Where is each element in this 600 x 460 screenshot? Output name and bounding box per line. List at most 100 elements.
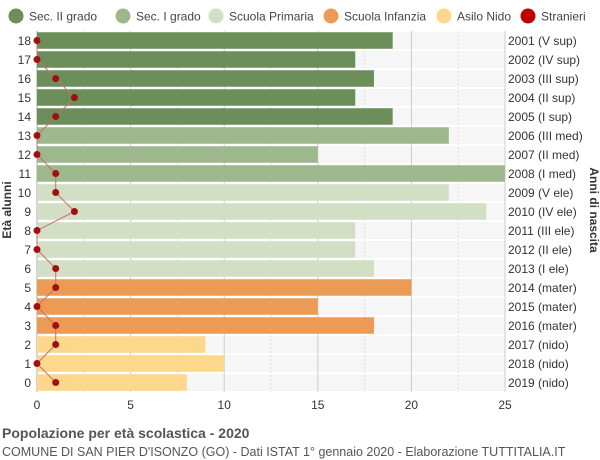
stranieri-series	[33, 37, 78, 386]
age-tick-label: 9	[24, 205, 31, 219]
legend-label: Scuola Primaria	[229, 10, 314, 24]
bar	[37, 317, 374, 334]
chart-subtitle: COMUNE DI SAN PIER D'ISONZO (GO) - Dati …	[2, 445, 566, 459]
stranieri-point	[33, 303, 41, 310]
stranieri-point	[52, 170, 60, 177]
stranieri-point	[52, 379, 60, 386]
bar	[37, 260, 374, 277]
bar	[37, 165, 505, 182]
stranieri-point	[33, 132, 41, 139]
legend-swatch	[520, 8, 536, 24]
stranieri-point	[52, 284, 60, 291]
legend-item: Asilo Nido	[436, 8, 511, 24]
year-tick-label: 2006 (III med)	[508, 129, 583, 143]
bars	[37, 32, 505, 391]
bar	[37, 222, 356, 239]
x-tick-label: 15	[311, 398, 325, 412]
y-axis-label-right: Anni di nascita	[587, 167, 600, 253]
legend-swatch	[436, 8, 452, 24]
stranieri-point	[52, 322, 60, 329]
legend-label: Sec. I grado	[136, 10, 201, 24]
year-tick-label: 2014 (mater)	[508, 281, 577, 295]
bar	[37, 241, 356, 258]
y-axis-label-left: Età alunni	[0, 181, 14, 238]
legend: Sec. II grado Sec. I grado Scuola Primaria…	[8, 8, 586, 24]
legend-swatch	[8, 8, 24, 24]
bar	[37, 70, 374, 87]
bar	[37, 336, 206, 353]
year-tick-label: 2009 (V ele)	[508, 186, 573, 200]
year-tick-label: 2003 (III sup)	[508, 72, 579, 86]
age-tick-label: 14	[18, 110, 32, 124]
bar	[37, 146, 318, 163]
year-tick-label: 2018 (nido)	[508, 357, 569, 371]
x-tick-label: 20	[405, 398, 419, 412]
bar	[37, 89, 356, 106]
age-tick-label: 17	[18, 53, 32, 67]
age-tick-label: 0	[24, 376, 31, 390]
stranieri-point	[52, 341, 60, 348]
legend-label: Stranieri	[541, 10, 586, 24]
year-tick-label: 2008 (I med)	[508, 167, 576, 181]
x-tick-label: 10	[218, 398, 232, 412]
bar	[37, 127, 449, 144]
stranieri-point	[52, 189, 60, 196]
bar	[37, 32, 393, 49]
year-tick-label: 2004 (II sup)	[508, 91, 575, 105]
year-tick-label: 2017 (nido)	[508, 338, 569, 352]
age-tick-label: 2	[24, 338, 31, 352]
x-tick-labels: 0 5 10 15 20 25	[34, 398, 512, 412]
legend-label: Scuola Infanzia	[344, 10, 426, 24]
bar	[37, 108, 393, 125]
legend-label: Sec. II grado	[29, 10, 97, 24]
year-tick-label: 2007 (II med)	[508, 148, 579, 162]
stranieri-point	[70, 94, 78, 101]
legend-item: Scuola Infanzia	[323, 8, 426, 24]
year-tick-labels: 2001 (V sup) 2002 (IV sup) 2003 (III sup) 2…	[508, 34, 583, 390]
age-tick-label: 3	[24, 319, 31, 333]
legend-item: Sec. I grado	[115, 8, 201, 24]
age-tick-label: 5	[24, 281, 31, 295]
x-tick-label: 0	[34, 398, 41, 412]
age-tick-label: 8	[24, 224, 31, 238]
legend-item: Stranieri	[520, 8, 586, 24]
chart-title: Popolazione per età scolastica - 2020	[2, 425, 250, 441]
year-tick-label: 2002 (IV sup)	[508, 53, 580, 67]
legend-swatch	[323, 8, 339, 24]
legend-label: Asilo Nido	[457, 10, 511, 24]
stranieri-point	[52, 75, 60, 82]
legend-item: Sec. II grado	[8, 8, 97, 24]
stranieri-point	[33, 151, 41, 158]
year-tick-label: 2001 (V sup)	[508, 34, 577, 48]
age-tick-label: 18	[18, 34, 32, 48]
stranieri-point	[33, 246, 41, 253]
year-tick-label: 2005 (I sup)	[508, 110, 572, 124]
bar	[37, 374, 187, 391]
bar	[37, 203, 487, 220]
age-tick-label: 15	[18, 91, 32, 105]
bar	[37, 51, 356, 68]
stranieri-point	[33, 360, 41, 367]
age-tick-label: 1	[24, 357, 31, 371]
year-tick-label: 2012 (II ele)	[508, 243, 572, 257]
x-tick-label: 25	[498, 398, 512, 412]
age-tick-label: 4	[24, 300, 31, 314]
stranieri-point	[33, 56, 41, 63]
stranieri-point	[33, 37, 41, 44]
stranieri-point	[33, 227, 41, 234]
year-tick-label: 2013 (I ele)	[508, 262, 569, 276]
stranieri-point	[52, 113, 60, 120]
age-tick-label: 10	[18, 186, 32, 200]
age-tick-label: 12	[18, 148, 32, 162]
year-tick-label: 2015 (mater)	[508, 300, 577, 314]
year-tick-label: 2011 (III ele)	[508, 224, 574, 238]
legend-swatch	[115, 8, 131, 24]
stranieri-point	[52, 265, 60, 272]
population-chart: Sec. II grado Sec. I grado Scuola Primaria…	[0, 8, 600, 412]
stranieri-point	[70, 208, 78, 215]
age-tick-label: 7	[24, 243, 31, 257]
age-tick-label: 16	[18, 72, 32, 86]
bar	[37, 355, 225, 372]
